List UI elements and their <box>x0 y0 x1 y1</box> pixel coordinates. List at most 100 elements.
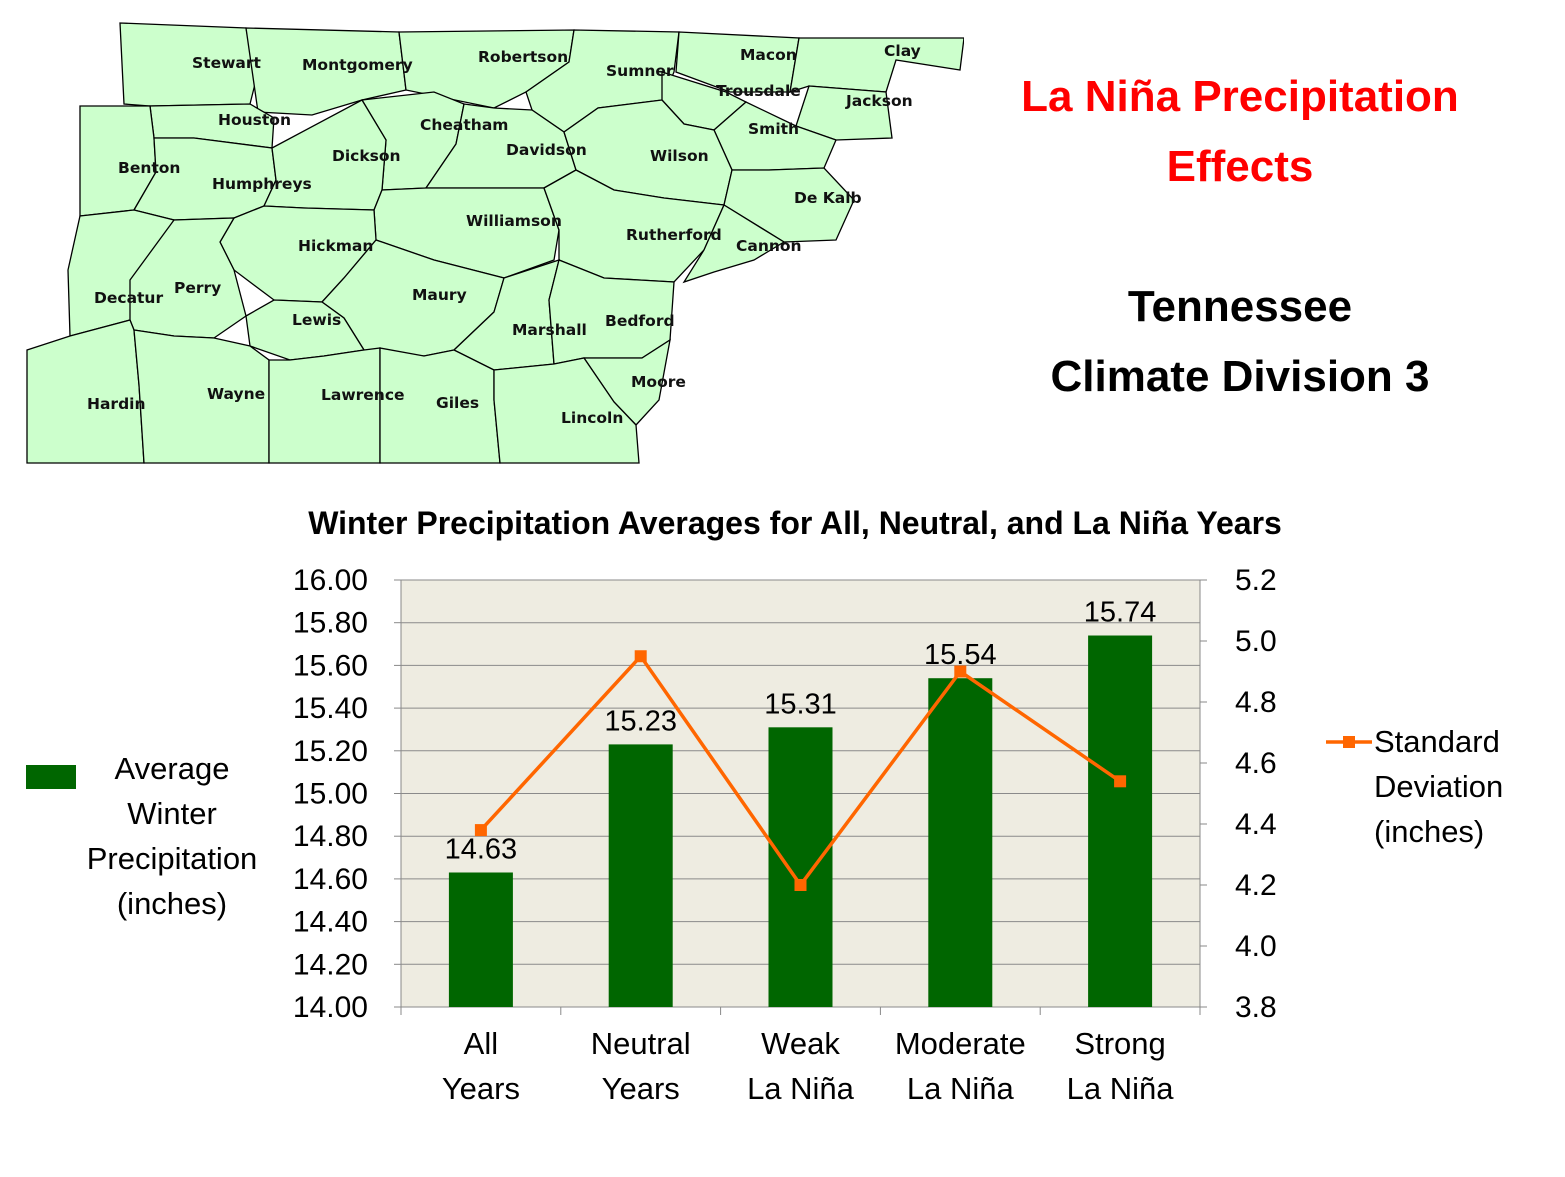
y-left-tick-label: 15.60 <box>293 649 368 682</box>
precipitation-chart: Winter Precipitation Averages for All, N… <box>0 490 1565 1130</box>
county-label: Lawrence <box>321 386 405 404</box>
county-label: Wayne <box>207 385 265 403</box>
bar-0 <box>448 872 513 1007</box>
bar-data-label: 15.23 <box>604 705 677 737</box>
std-dev-marker <box>1114 775 1127 788</box>
bar-3 <box>928 678 993 1007</box>
county-label: Stewart <box>192 54 262 72</box>
county-label: Williamson <box>466 212 562 230</box>
bar-data-label: 15.74 <box>1084 597 1157 629</box>
legend-bar-swatch <box>26 765 76 789</box>
county-shape <box>26 319 145 464</box>
y-right-tick-label: 3.8 <box>1235 991 1277 1024</box>
county-label: Benton <box>118 159 180 177</box>
tennessee-county-map: Stewart Montgomery Robertson Sumner Macon Cla… <box>24 20 964 465</box>
county-label: Montgomery <box>302 56 413 74</box>
y-left-tick-label: 15.40 <box>293 692 368 725</box>
legend-line-label: Standard <box>1374 724 1500 759</box>
std-dev-marker <box>634 650 647 663</box>
county-label: Clay <box>884 42 921 60</box>
x-category-label: La Niña <box>1067 1071 1175 1106</box>
bar-1 <box>608 744 673 1007</box>
bar-4 <box>1088 635 1153 1007</box>
county-label: Maury <box>412 286 467 304</box>
county-shape <box>789 37 964 93</box>
y-left-tick-label: 14.40 <box>293 906 368 939</box>
county-label: Cheatham <box>420 116 508 134</box>
county-label: Sumner <box>606 62 674 80</box>
bar-data-label: 14.63 <box>445 833 518 865</box>
legend-line-label: Deviation <box>1374 769 1503 804</box>
std-dev-marker <box>474 824 487 837</box>
county-label: Humphreys <box>212 175 312 193</box>
county-shape <box>493 357 640 464</box>
y-right-tick-label: 5.0 <box>1235 625 1277 658</box>
y-left-tick-label: 14.80 <box>293 820 368 853</box>
y-right-tick-label: 4.0 <box>1235 930 1277 963</box>
y-left-tick-label: 14.60 <box>293 863 368 896</box>
slide-title: La Niña Precipitation Effects <box>960 62 1520 202</box>
county-label: Bedford <box>605 312 675 330</box>
legend-bar-label: Average <box>115 751 230 786</box>
slide-subtitle: Tennessee Climate Division 3 <box>960 272 1520 412</box>
county-label: Smith <box>748 120 799 138</box>
county-label: Robertson <box>478 48 568 66</box>
chart-title: Winter Precipitation Averages for All, N… <box>308 505 1282 541</box>
y-right-tick-label: 5.2 <box>1235 564 1277 597</box>
legend-bar-label: Precipitation <box>87 841 258 876</box>
x-category-label: La Niña <box>907 1071 1015 1106</box>
county-shape <box>682 204 786 284</box>
std-dev-marker <box>954 665 967 678</box>
county-label: Dickson <box>332 147 401 165</box>
y-left-tick-label: 15.00 <box>293 778 368 811</box>
x-category-label: La Niña <box>747 1071 855 1106</box>
bar-2 <box>768 727 833 1007</box>
y-left-tick-label: 15.20 <box>293 735 368 768</box>
y-left-tick-label: 16.00 <box>293 564 368 597</box>
x-category-label: All <box>464 1026 498 1061</box>
y-right-tick-label: 4.8 <box>1235 686 1277 719</box>
county-label: Wilson <box>650 147 709 165</box>
legend-line-label: (inches) <box>1374 814 1484 849</box>
county-label: Moore <box>631 373 686 391</box>
county-label: Trousdale <box>716 82 801 100</box>
y-left-tick-label: 14.00 <box>293 991 368 1024</box>
county-label: Rutherford <box>626 226 722 244</box>
slide-subtitle-line1: Tennessee <box>1127 282 1353 331</box>
county-label: Giles <box>436 394 479 412</box>
county-label: Jackson <box>845 92 913 110</box>
legend-bar-label: (inches) <box>117 886 227 921</box>
chart-svg: Winter Precipitation Averages for All, N… <box>26 505 1503 1106</box>
x-category-label: Strong <box>1074 1026 1165 1061</box>
slide-title-line2: Effects <box>1166 142 1314 191</box>
legend-line-marker <box>1343 736 1355 748</box>
county-label: Houston <box>218 111 291 129</box>
x-category-label: Years <box>442 1071 520 1106</box>
county-label: Marshall <box>512 321 587 339</box>
x-category-label: Weak <box>761 1026 840 1061</box>
county-shape <box>675 31 800 93</box>
county-label: Cannon <box>736 237 802 255</box>
county-label: Hickman <box>298 237 373 255</box>
x-category-label: Years <box>602 1071 680 1106</box>
legend-bar-label: Winter <box>127 796 217 831</box>
x-category-label: Moderate <box>895 1026 1026 1061</box>
y-right-tick-label: 4.6 <box>1235 747 1277 780</box>
y-right-tick-label: 4.4 <box>1235 808 1277 841</box>
y-right-tick-label: 4.2 <box>1235 869 1277 902</box>
county-label: Macon <box>740 46 797 64</box>
county-shape <box>268 347 381 464</box>
county-label: Hardin <box>87 395 146 413</box>
county-label: Lewis <box>292 311 341 329</box>
county-shape <box>795 85 893 141</box>
y-left-tick-label: 14.20 <box>293 948 368 981</box>
county-label: Perry <box>174 279 221 297</box>
county-map-svg: Stewart Montgomery Robertson Sumner Macon Cla… <box>26 22 964 464</box>
county-label: Lincoln <box>561 409 623 427</box>
county-label: De Kalb <box>794 189 862 207</box>
slide-title-line1: La Niña Precipitation <box>1021 72 1459 121</box>
std-dev-marker <box>794 879 807 891</box>
slide-subtitle-line2: Climate Division 3 <box>1050 352 1430 401</box>
y-left-tick-label: 15.80 <box>293 607 368 640</box>
county-label: Decatur <box>94 289 163 307</box>
